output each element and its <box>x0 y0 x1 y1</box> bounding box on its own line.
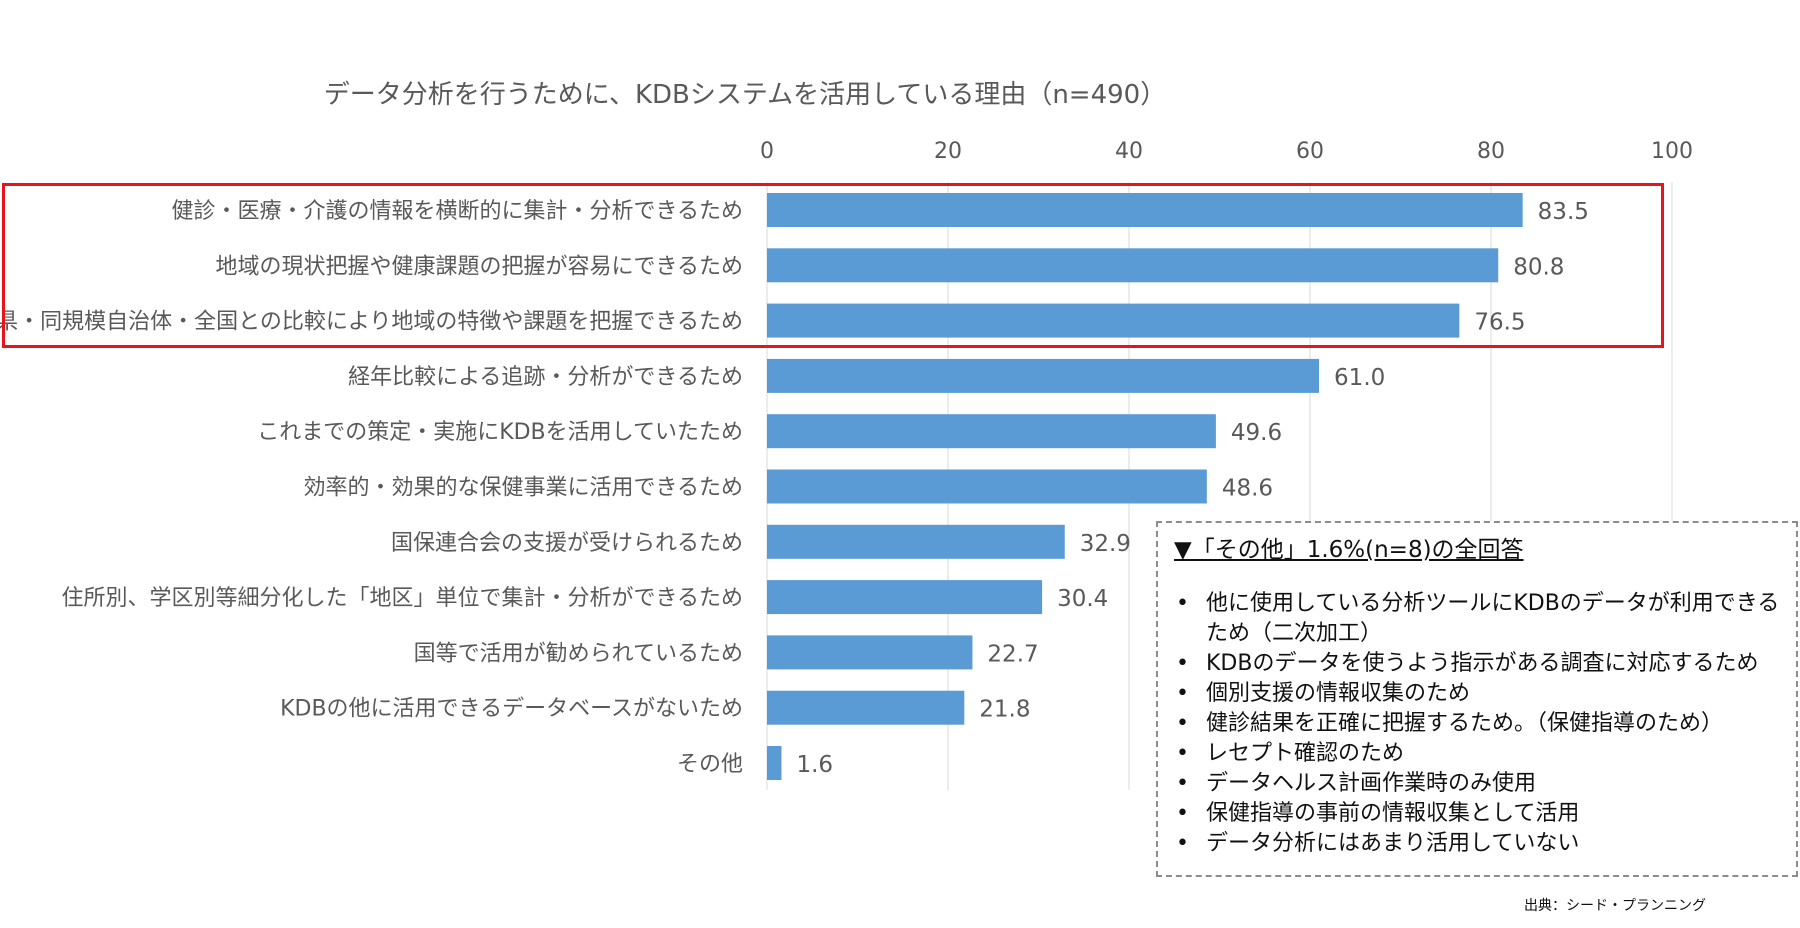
x-tick-label: 20 <box>934 139 962 164</box>
value-labels: 83.5 80.8 76.5 61.0 49.6 48.6 32.9 30.4 22.7 21.8… <box>796 199 1588 778</box>
value-label: 21.8 <box>979 697 1030 723</box>
x-tick-label: 60 <box>1296 139 1324 164</box>
bar <box>767 635 973 670</box>
value-label: 49.6 <box>1231 420 1282 446</box>
bars <box>767 193 1523 780</box>
x-tick-label: 100 <box>1651 139 1693 164</box>
other-answer-item: KDBのデータを使うよう指示がある調査に対応するため <box>1174 649 1786 679</box>
source-credit: 出典：シード・プランニング <box>1524 898 1706 914</box>
category-label: これまでの策定・実施にKDBを活用していたため <box>257 420 743 445</box>
other-answer-item: 保健指導の事前の情報収集として活用 <box>1174 799 1786 829</box>
category-label: 経年比較による追跡・分析ができるため <box>348 365 743 390</box>
other-answer-item: データヘルス計画作業時のみ使用 <box>1174 769 1786 799</box>
other-answer-item: 個別支援の情報収集のため <box>1174 679 1786 709</box>
value-label: 48.6 <box>1222 476 1273 502</box>
value-label: 30.4 <box>1057 586 1108 612</box>
bar <box>767 524 1065 559</box>
value-label: 1.6 <box>796 752 833 778</box>
bar <box>767 746 782 780</box>
value-label: 61.0 <box>1334 365 1385 391</box>
bar <box>767 690 965 725</box>
chart-title: データ分析を行うために、KDBシステムを活用している理由（n=490） <box>323 80 1167 110</box>
x-axis-ticks: 0 20 40 60 80 100 <box>760 139 1693 164</box>
x-tick-label: 0 <box>760 139 774 164</box>
other-answer-item: データ分析にはあまり活用していない <box>1174 829 1786 859</box>
bar <box>767 248 1499 283</box>
category-label: その他 <box>677 752 743 777</box>
category-labels: 健診・医療・介護の情報を横断的に集計・分析できるため地域の現状把握や健康課題の把… <box>0 199 743 777</box>
category-label: 健診・医療・介護の情報を横断的に集計・分析できるため <box>171 199 743 224</box>
value-label: 22.7 <box>987 641 1038 667</box>
category-label: 住所別、学区別等細分化した「地区」単位で集計・分析ができるため <box>61 586 743 611</box>
other-answers-list: 他に使用している分析ツールにKDBのデータが利用できるため（二次加工）KDBのデ… <box>1174 589 1786 859</box>
category-label: KDBの他に活用できるデータベースがないため <box>280 697 743 722</box>
x-tick-label: 80 <box>1477 139 1505 164</box>
other-answer-item: 他に使用している分析ツールにKDBのデータが利用できるため（二次加工） <box>1174 589 1786 649</box>
value-label: 76.5 <box>1474 310 1525 336</box>
x-tick-label: 40 <box>1115 139 1143 164</box>
bar <box>767 358 1320 393</box>
value-label: 80.8 <box>1513 254 1564 280</box>
bar <box>767 580 1043 615</box>
other-answers-heading: ▼「その他」1.6%(n=8)の全回答 <box>1174 537 1524 563</box>
category-label: 地域の現状把握や健康課題の把握が容易にできるため <box>215 254 743 279</box>
bar <box>767 469 1207 504</box>
bar <box>767 303 1460 338</box>
category-label: 国等で活用が勧められているため <box>414 641 743 666</box>
category-label: 効率的・効果的な保健事業に活用できるため <box>303 476 743 501</box>
value-label: 83.5 <box>1538 199 1589 225</box>
other-answer-item: レセプト確認のため <box>1174 739 1786 769</box>
category-label: 県・同規模自治体・全国との比較により地域の特徴や課題を把握できるため <box>0 310 743 335</box>
category-label: 国保連合会の支援が受けられるため <box>391 531 743 556</box>
top3-highlight-box <box>2 183 1664 348</box>
bar <box>767 414 1216 449</box>
other-answers-box: ▼「その他」1.6%(n=8)の全回答 他に使用している分析ツールにKDBのデー… <box>1156 521 1798 877</box>
value-label: 32.9 <box>1080 531 1131 557</box>
bar <box>767 193 1523 227</box>
other-answer-item: 健診結果を正確に把握するため。（保健指導のため） <box>1174 709 1786 739</box>
